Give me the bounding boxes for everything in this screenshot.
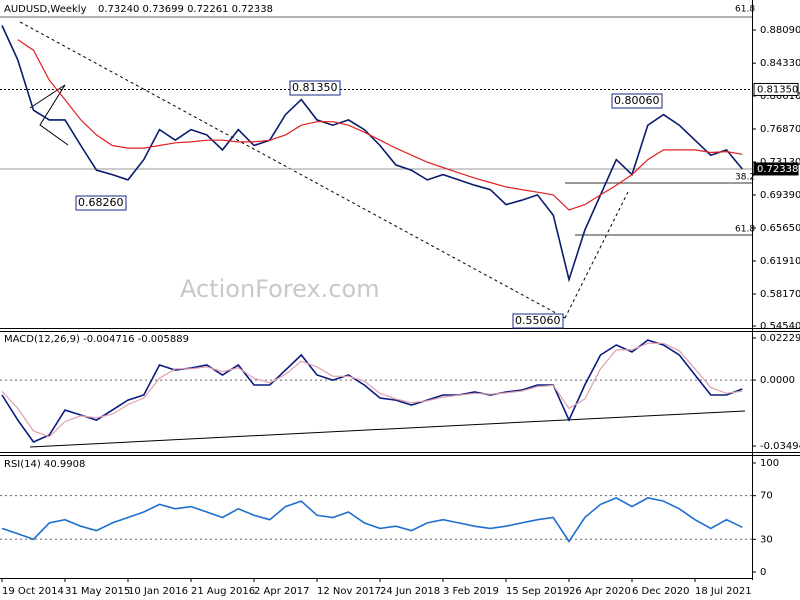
- pattern-line: [29, 84, 69, 146]
- chart-subtitle: 0.73240 0.73699 0.72261 0.72338: [98, 4, 273, 15]
- y-tick-label: 0.65650: [760, 223, 800, 234]
- annotation: 0.68260: [78, 196, 124, 209]
- annotation: 38.2: [735, 173, 755, 183]
- chart-title: AUDUSD,Weekly: [4, 4, 87, 15]
- series-line: [1, 25, 743, 283]
- x-tick-label: 19 Oct 2014: [2, 586, 64, 597]
- y-tick-label: 0.022295: [760, 333, 800, 344]
- annotation: 61.8: [735, 225, 755, 235]
- price-box: [753, 82, 799, 96]
- y-tick-label: 0.84330: [760, 58, 800, 69]
- price-label: 0.72338: [757, 164, 798, 175]
- x-tick-label: 24 Jun 2018: [380, 586, 440, 597]
- y-tick-label: -0.034948: [760, 441, 800, 452]
- y-tick-label: 0.76870: [760, 124, 800, 135]
- x-tick-label: 26 Apr 2020: [569, 586, 631, 597]
- y-tick-label: 30: [760, 534, 773, 545]
- y-tick-label: 0.58170: [760, 289, 800, 300]
- x-tick-label: 21 Aug 2016: [191, 586, 255, 597]
- x-tick-label: 15 Sep 2019: [506, 586, 569, 597]
- x-tick-label: 12 Nov 2017: [317, 586, 381, 597]
- trend-line: [29, 410, 746, 448]
- price-label: 0.81350: [757, 84, 798, 95]
- y-tick-label: 0.80610: [760, 91, 800, 102]
- panel-title: RSI(14) 40.9908: [4, 459, 85, 470]
- y-tick-label: 0: [760, 567, 766, 578]
- y-tick-label: 0.88090: [760, 25, 800, 36]
- y-tick-label: 0.61910: [760, 256, 800, 267]
- annotation: 0.80060: [614, 94, 660, 107]
- price-box: [753, 162, 799, 176]
- series-line: [1, 339, 743, 443]
- annotation: 0.55060: [515, 314, 561, 327]
- y-tick-label: 100: [760, 458, 779, 469]
- x-tick-label: 18 Jul 2021: [695, 586, 752, 597]
- series-line: [17, 39, 743, 211]
- watermark: ActionForex.com: [180, 275, 380, 303]
- x-tick-label: 31 May 2015: [65, 586, 130, 597]
- x-tick-label: 2 Apr 2017: [254, 586, 309, 597]
- annotation: 61.8: [735, 5, 755, 15]
- x-tick-label: 3 Feb 2019: [443, 586, 499, 597]
- trend-line: [19, 21, 566, 319]
- annotation-box: [75, 195, 127, 211]
- annotation: 0.81350: [292, 81, 338, 94]
- series-line: [1, 497, 743, 543]
- y-tick-label: 0.0000: [760, 375, 795, 386]
- panel-title: MACD(12,26,9) -0.004716 -0.005889: [4, 334, 189, 345]
- series-line: [1, 342, 743, 438]
- y-tick-label: 0.54540: [760, 321, 800, 332]
- annotation-box: [611, 93, 663, 109]
- x-tick-label: 10 Jan 2016: [128, 586, 188, 597]
- y-tick-label: 0.69390: [760, 190, 800, 201]
- y-tick-label: 70: [760, 491, 773, 502]
- annotation-box: [289, 80, 341, 96]
- x-tick-label: 6 Dec 2020: [632, 586, 690, 597]
- annotation-box: [512, 313, 564, 329]
